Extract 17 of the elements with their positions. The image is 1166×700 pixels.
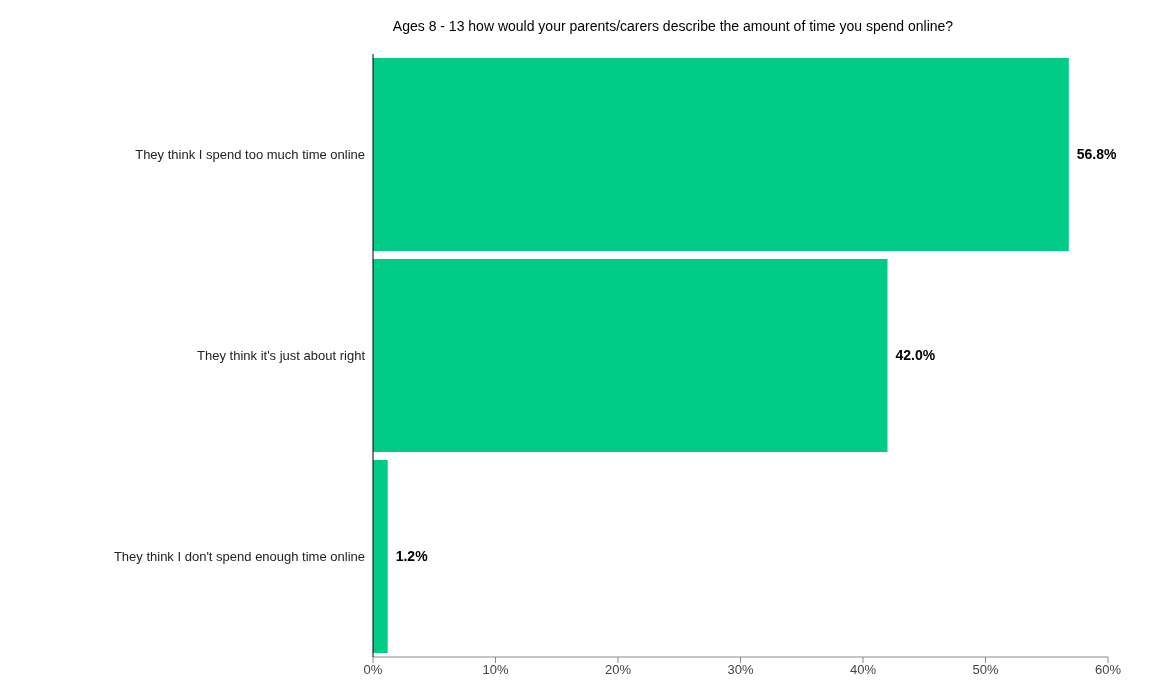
bar [373,460,388,654]
y-tick-label: They think I spend too much time online [135,147,365,163]
chart-title: Ages 8 - 13 how would your parents/carers describe the amount of time you spend online? [391,17,955,36]
x-tick-label: 10% [482,662,509,678]
data-label: 56.8% [1076,146,1118,163]
x-tick-label: 40% [849,662,877,678]
y-tick-label: They think it's just about right [197,348,366,364]
x-tick-label: 60% [1094,662,1122,678]
x-tick-label: 0% [363,662,383,678]
x-tick-label: 50% [972,662,999,678]
data-label: 1.2% [395,548,429,565]
x-tick-label: 20% [604,662,632,678]
bar [373,58,1069,252]
bar [373,259,888,453]
y-tick-label: They think I don't spend enough time online [113,549,365,565]
x-tick-label: 30% [727,662,754,678]
data-label: 42.0% [895,347,936,364]
